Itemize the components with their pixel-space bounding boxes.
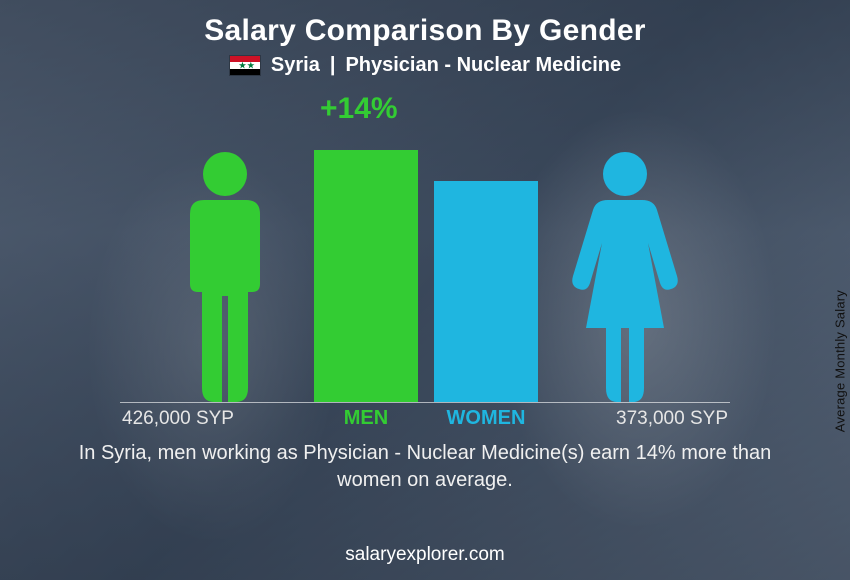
- women-bar: [434, 181, 538, 402]
- men-salary-label: 426,000 SYP: [122, 408, 234, 430]
- site-url: salaryexplorer.com: [0, 544, 850, 566]
- man-icon: [170, 150, 280, 402]
- men-bar-label: MEN: [314, 407, 418, 430]
- subtitle: ★ ★ Syria | Physician - Nuclear Medicine: [0, 54, 850, 77]
- woman-icon: [570, 150, 680, 402]
- chart-baseline: [120, 402, 730, 403]
- description-text: In Syria, men working as Physician - Nuc…: [70, 440, 780, 494]
- subtitle-country: Syria: [271, 54, 320, 77]
- page-title: Salary Comparison By Gender: [0, 0, 850, 48]
- syria-flag-icon: ★ ★: [229, 55, 261, 76]
- pct-diff-label: +14%: [320, 92, 398, 126]
- men-bar: [314, 150, 418, 402]
- gender-salary-chart: 426,000 SYP MEN WOMEN 373,000 SYP: [0, 130, 850, 430]
- subtitle-role: Physician - Nuclear Medicine: [345, 54, 621, 77]
- women-salary-label: 373,000 SYP: [616, 408, 728, 430]
- y-axis-label: Average Monthly Salary: [833, 290, 848, 432]
- subtitle-sep: |: [330, 54, 336, 77]
- women-bar-label: WOMEN: [434, 407, 538, 430]
